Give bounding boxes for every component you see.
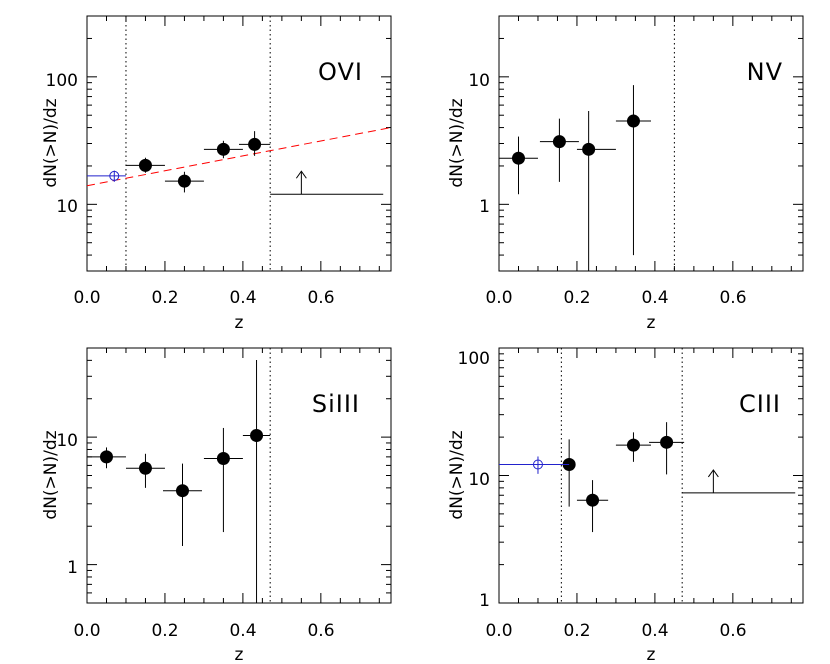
x-tick-label: 0.6 [719, 288, 746, 308]
x-tick-label: 0.0 [73, 621, 100, 641]
panel-ciii: CIII 0.0 0.2 0.4 0.6 100 10 1 z dN(>N)/d… [447, 347, 804, 664]
data-point [138, 461, 152, 475]
data-point [660, 435, 674, 449]
x-tick-label: 0.0 [73, 288, 100, 308]
fit-line [86, 127, 392, 187]
data-point [626, 114, 640, 128]
data-point [582, 142, 596, 156]
ion-label-nv: NV [747, 58, 783, 86]
data-point [216, 451, 230, 465]
ion-label-ciii: CIII [739, 390, 781, 418]
ion-label-siiii: SiIII [312, 390, 360, 418]
plot-frame [86, 347, 392, 604]
data-point [250, 428, 264, 442]
x-tick-label: 0.0 [485, 621, 512, 641]
y-tick-label: 10 [56, 197, 78, 217]
y-tick-label: 100 [458, 349, 490, 369]
data-point [248, 137, 262, 151]
ion-label-ovi: OVI [318, 58, 363, 86]
lower-limit-arrowhead [707, 469, 719, 478]
y-axis-label: dN(>N)/dz [447, 430, 467, 519]
y-tick-label: 10 [468, 71, 490, 91]
plot-frame [498, 15, 804, 272]
x-tick-label: 0.6 [307, 288, 334, 308]
data-point [586, 493, 600, 507]
x-tick-label: 0.2 [563, 621, 590, 641]
x-tick-label: 0.4 [229, 288, 256, 308]
plot-frame [498, 347, 804, 604]
data-point [626, 438, 640, 452]
lower-limit-arrowhead [295, 170, 307, 179]
x-tick-label: 0.2 [563, 288, 590, 308]
data-point [511, 151, 525, 165]
y-tick-label: 1 [67, 558, 78, 578]
data-point [138, 158, 152, 172]
panel-ovi: OVI 0.0 0.2 0.4 0.6 100 10 z dN(>N)/dz [41, 15, 392, 333]
y-axis-label: dN(>N)/dz [447, 98, 467, 187]
x-tick-label: 0.6 [719, 621, 746, 641]
data-point [216, 142, 230, 156]
y-tick-label: 100 [46, 71, 78, 91]
x-axis-label: z [647, 313, 656, 333]
x-axis-label: z [647, 645, 656, 664]
data-point [177, 174, 191, 188]
y-tick-label: 10 [56, 431, 78, 451]
x-tick-label: 0.0 [485, 288, 512, 308]
y-tick-label: 1 [479, 197, 490, 217]
panel-nv: NV 0.0 0.2 0.4 0.6 10 1 z dN(>N)/dz [447, 15, 804, 333]
data-point-open [532, 459, 543, 470]
data-point [175, 484, 189, 498]
x-tick-label: 0.6 [307, 621, 334, 641]
x-axis-label: z [235, 645, 244, 664]
x-tick-label: 0.2 [151, 288, 178, 308]
x-tick-label: 0.4 [641, 288, 668, 308]
data-point [552, 135, 566, 149]
data-point [99, 450, 113, 464]
x-tick-label: 0.4 [641, 621, 668, 641]
x-axis-label: z [235, 313, 244, 333]
y-axis-label: dN(>N)/dz [41, 98, 61, 187]
y-axis-label: dN(>N)/dz [41, 430, 61, 519]
x-tick-label: 0.2 [151, 621, 178, 641]
y-tick-label: 1 [479, 591, 490, 611]
x-tick-label: 0.4 [229, 621, 256, 641]
plot-frame [86, 15, 392, 272]
panel-siiii: SiIII 0.0 0.2 0.4 0.6 10 1 z dN(>N)/dz [41, 347, 392, 664]
y-tick-label: 10 [468, 470, 490, 490]
data-point-open [109, 170, 120, 181]
